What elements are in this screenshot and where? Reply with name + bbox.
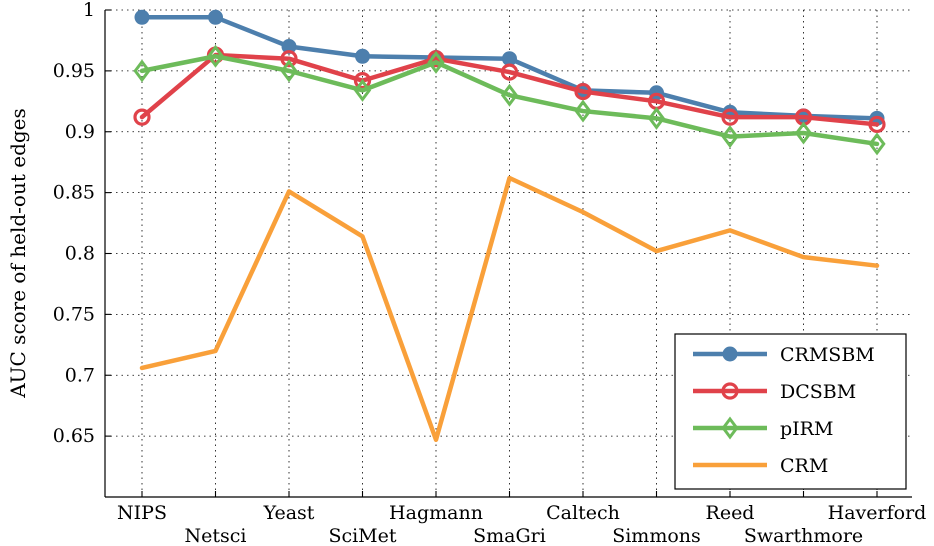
- data-point-crmsbm: [134, 9, 150, 25]
- data-point-pirm: [500, 83, 519, 107]
- data-point-pirm: [133, 59, 151, 83]
- legend-label-dcsbm: DCSBM: [780, 381, 856, 403]
- series-crm: [139, 175, 880, 443]
- x-tick-label: Swarthmore: [744, 525, 863, 546]
- x-tick-label: Hagmann: [389, 502, 483, 524]
- data-point-pirm: [280, 59, 298, 83]
- y-tick-label: 0.7: [65, 364, 95, 386]
- data-point-pirm: [794, 121, 813, 145]
- x-tick-label: Simmons: [612, 525, 701, 546]
- data-point-crmsbm: [281, 39, 297, 55]
- legend-item-crm: CRM: [693, 455, 828, 477]
- y-tick-label: 0.8: [65, 243, 95, 265]
- y-axis-title: AUC score of held-out edges: [6, 108, 30, 399]
- x-tick-label: Yeast: [263, 502, 315, 524]
- legend-item-pirm: pIRM: [693, 416, 833, 440]
- y-tick-label: 0.75: [53, 303, 95, 325]
- x-tick-label: Reed: [706, 502, 755, 524]
- data-point-crmsbm: [208, 9, 223, 25]
- data-point-pirm: [574, 99, 592, 123]
- data-point-pirm: [206, 44, 225, 68]
- x-tick-label: Netsci: [185, 525, 247, 546]
- data-point-crmsbm: [355, 48, 370, 64]
- x-tick-label: Caltech: [546, 502, 620, 524]
- legend-items: CRMSBM DCSBM pIRM CRM: [693, 344, 875, 477]
- series-dcsbm: [133, 46, 886, 134]
- y-ticks: 0.65 0.7 0.75 0.8 0.85 0.9 0.95 1: [53, 0, 111, 447]
- x-tick-label: Haverford: [828, 502, 927, 524]
- series-line-pirm: [139, 54, 880, 147]
- legend-label-pirm: pIRM: [780, 418, 833, 440]
- series-line-dcsbm: [139, 52, 880, 127]
- legend-marker-crmsbm: [722, 346, 738, 362]
- series-line-crm: [139, 175, 880, 443]
- x-tick-label: NIPS: [117, 502, 167, 524]
- data-point-dcsbm: [868, 115, 886, 134]
- legend-item-dcsbm: DCSBM: [693, 381, 856, 403]
- legend-marker-dcsbm: [721, 382, 739, 400]
- x-ticks: NIPS Netsci Yeast SciMetHagmannSmaGriCaltec…: [117, 491, 926, 546]
- y-tick-label: 0.65: [53, 425, 95, 447]
- data-point-dcsbm: [721, 108, 739, 126]
- y-tick-label: 1: [83, 0, 95, 21]
- data-point-pirm: [427, 50, 445, 74]
- series-pirm: [133, 44, 886, 156]
- x-tick-label: SciMet: [328, 525, 396, 546]
- legend: CRMSBM DCSBM pIRM CRM: [674, 333, 907, 490]
- data-point-pirm: [721, 125, 739, 149]
- series-layer: [133, 9, 886, 443]
- x-tick-label: SmaGri: [473, 525, 546, 546]
- legend-item-crmsbm: CRMSBM: [693, 344, 875, 366]
- y-tick-label: 0.95: [53, 60, 95, 82]
- legend-label-crm: CRM: [780, 455, 828, 477]
- data-point-dcsbm: [574, 82, 592, 101]
- data-point-pirm: [647, 106, 666, 130]
- y-tick-label: 0.9: [65, 121, 95, 143]
- legend-marker-pirm: [721, 416, 739, 440]
- data-point-pirm: [868, 132, 886, 156]
- data-point-dcsbm: [280, 50, 298, 68]
- y-tick-label: 0.85: [53, 182, 95, 204]
- data-point-dcsbm: [500, 63, 519, 81]
- grid-layer: [105, 9, 912, 497]
- legend-label-crmsbm: CRMSBM: [780, 344, 875, 366]
- data-point-dcsbm: [353, 72, 372, 90]
- data-point-dcsbm: [133, 108, 151, 126]
- data-point-pirm: [353, 78, 372, 102]
